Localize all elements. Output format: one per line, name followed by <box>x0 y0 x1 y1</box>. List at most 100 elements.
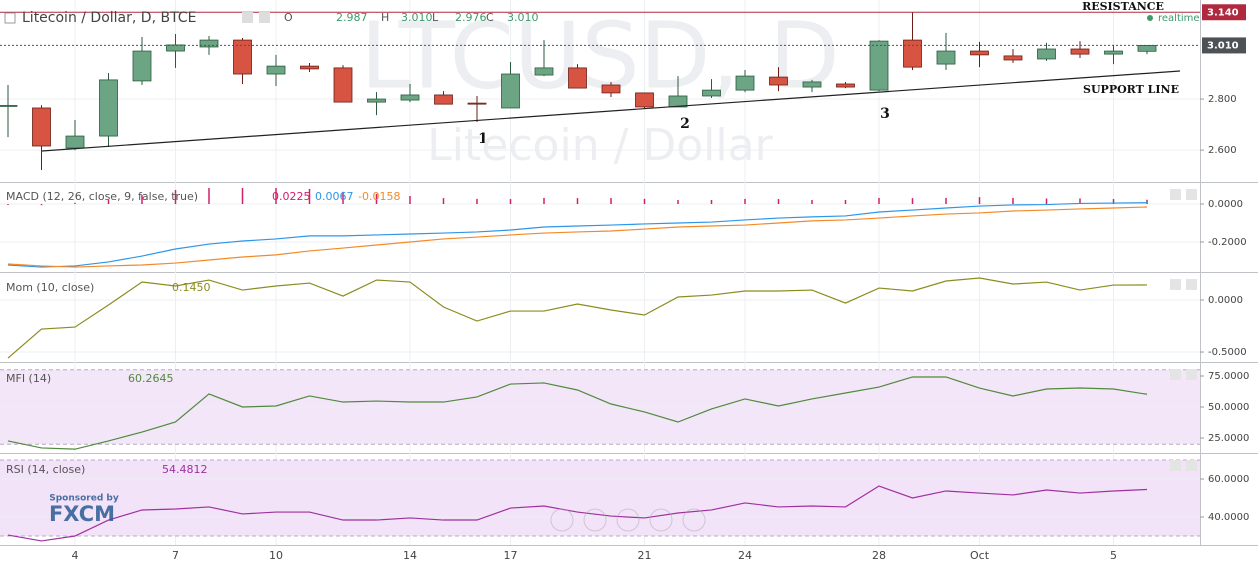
collapse-icon[interactable] <box>4 12 16 24</box>
candle-body <box>1104 50 1123 55</box>
y-tick-label: 40.0000 <box>1208 512 1249 523</box>
histogram-bar <box>7 203 9 205</box>
indicator-value: 54.4812 <box>162 463 208 476</box>
panel-button[interactable] <box>1186 369 1197 380</box>
indicator-title: RSI (14, close) <box>6 463 85 476</box>
candle-body <box>400 94 420 101</box>
x-tick-label: 17 <box>504 549 518 562</box>
candle-body <box>300 65 319 70</box>
candle-body <box>0 105 18 107</box>
histogram-bar <box>878 197 880 204</box>
candle-body <box>1037 48 1056 60</box>
x-tick-label: Oct <box>970 549 990 562</box>
histogram-bar <box>74 202 76 204</box>
header-label: C <box>486 11 494 24</box>
candle-body <box>668 95 688 108</box>
panel-button[interactable] <box>1186 460 1197 471</box>
histogram-bar <box>677 200 679 204</box>
sponsor-text: Sponsored by <box>49 494 119 504</box>
histogram-bar <box>308 188 311 204</box>
status: realtime <box>1158 13 1200 24</box>
candle-body <box>467 102 487 105</box>
x-tick-label: 28 <box>872 549 886 562</box>
indicator-value: 0.0067 <box>315 190 354 203</box>
histogram-bar <box>141 195 143 204</box>
histogram-bar <box>1112 199 1115 204</box>
candle-body <box>166 44 185 52</box>
histogram-bar <box>643 198 646 204</box>
price-label-box <box>1202 37 1246 54</box>
histogram-bar <box>342 191 344 204</box>
panel-button[interactable] <box>1170 189 1181 200</box>
indicator-title: MFI (14) <box>6 372 51 385</box>
header-value: 3.010 <box>401 11 433 24</box>
header-value: 2.987 <box>336 11 368 24</box>
candle-body <box>836 83 855 88</box>
histogram-bar <box>811 200 813 204</box>
header-value: 2.976 <box>455 11 487 24</box>
zoom-button[interactable] <box>682 508 706 532</box>
header-value: 3.010 <box>507 11 539 24</box>
candle-body <box>802 81 822 88</box>
icon[interactable] <box>259 12 270 23</box>
header-label: H <box>381 11 389 24</box>
x-tick-label: 21 <box>638 549 652 562</box>
candle-body <box>233 39 252 75</box>
histogram-bar <box>978 197 981 204</box>
zoom-button[interactable] <box>616 508 640 532</box>
histogram-bar <box>40 203 43 206</box>
price-label: 3.010 <box>1207 40 1239 51</box>
x-tick-label: 5 <box>1110 549 1117 562</box>
y-tick-label: 60.0000 <box>1208 474 1249 485</box>
candle-body <box>601 84 621 94</box>
price-label: 3.140 <box>1207 7 1239 18</box>
y-tick-label: 0.0000 <box>1208 295 1243 306</box>
main-title: Litecoin / Dollar, D, BTCE <box>22 10 196 26</box>
watermark: LTCUSD, D <box>360 2 840 109</box>
histogram-bar <box>107 200 110 204</box>
x-tick-label: 24 <box>738 549 752 562</box>
panel-button[interactable] <box>1170 460 1181 471</box>
indicator-line <box>7 376 1148 450</box>
y-tick-label: 25.0000 <box>1208 433 1249 444</box>
indicator-title: Mom (10, close) <box>6 281 94 294</box>
y-tick-label: 2.800 <box>1208 94 1237 105</box>
y-tick-label: -0.5000 <box>1208 347 1247 358</box>
panel-button[interactable] <box>1170 369 1181 380</box>
histogram-bar <box>241 188 244 204</box>
annotation: 2 <box>680 116 690 132</box>
candle-body <box>99 79 118 137</box>
candle-body <box>1137 45 1157 52</box>
candle-body <box>1003 55 1023 61</box>
zoom-button[interactable] <box>583 508 607 532</box>
panel-button[interactable] <box>1186 279 1197 290</box>
histogram-bar <box>1079 198 1081 204</box>
panel-button[interactable] <box>1186 189 1197 200</box>
histogram-bar <box>442 198 445 204</box>
zoom-button[interactable] <box>649 508 673 532</box>
candle-body <box>501 73 520 109</box>
candle-body <box>367 98 386 103</box>
zoom-button[interactable] <box>550 508 574 532</box>
annotation: 1 <box>478 131 488 147</box>
candle-body <box>903 39 922 68</box>
histogram-bar <box>610 198 612 204</box>
price-label-box <box>1202 4 1246 21</box>
candle-body <box>65 135 85 149</box>
histogram-bar <box>744 198 746 204</box>
band <box>0 460 1200 536</box>
panel-button[interactable] <box>1170 279 1181 290</box>
indicator-title: MACD (12, 26, close, 9, false, true) <box>6 190 198 203</box>
candle-body <box>970 50 989 56</box>
x-tick-label: 4 <box>72 549 79 562</box>
candle-body <box>333 67 353 103</box>
icon[interactable] <box>242 12 253 23</box>
candle-body <box>32 107 51 147</box>
candle-body <box>1070 48 1090 55</box>
candle-body <box>769 76 788 86</box>
support-line <box>41 70 1181 152</box>
candle-body <box>936 50 956 65</box>
sponsor-brand: FXCM <box>49 502 115 526</box>
histogram-value: 0.0225 <box>272 190 311 203</box>
